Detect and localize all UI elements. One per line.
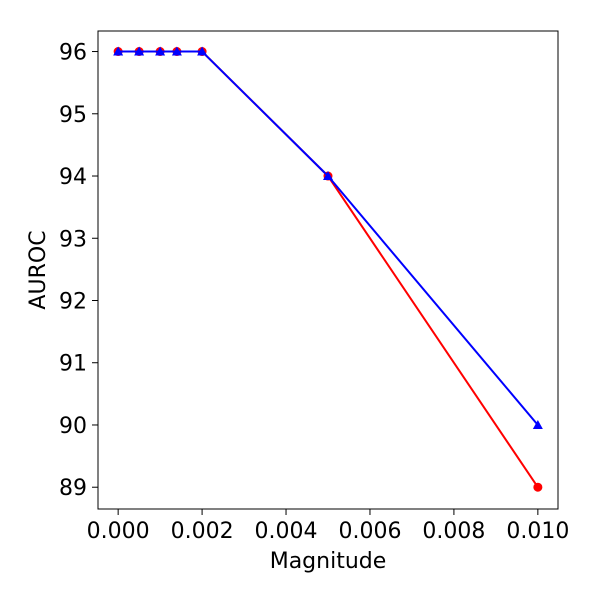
series-layer <box>113 46 543 492</box>
y-tick-label: 96 <box>59 41 87 66</box>
y-axis-label: AUROC <box>26 230 51 309</box>
plot-frame <box>97 30 559 510</box>
x-axis-ticks: 0.000 0.002 0.004 0.006 0.008 0.010 <box>87 509 569 544</box>
y-tick-label: 89 <box>59 476 87 501</box>
x-axis-label: Magnitude <box>270 549 387 574</box>
x-tick-label: 0.004 <box>255 519 318 544</box>
x-tick-label: 0.006 <box>338 519 401 544</box>
data-point <box>155 46 166 56</box>
x-tick-label: 0.002 <box>171 519 234 544</box>
data-point <box>113 46 124 56</box>
data-point <box>533 482 543 492</box>
x-tick-label: 0.010 <box>506 519 569 544</box>
data-point <box>197 46 208 56</box>
y-tick-label: 90 <box>59 414 87 439</box>
y-tick-label: 95 <box>59 103 87 128</box>
data-point <box>323 171 333 181</box>
y-tick-label: 93 <box>59 227 87 252</box>
y-tick-label: 94 <box>59 165 87 190</box>
data-point <box>134 46 145 56</box>
data-point <box>171 46 182 56</box>
y-tick-label: 92 <box>59 289 87 314</box>
x-tick-label: 0.000 <box>87 519 150 544</box>
x-tick-label: 0.008 <box>422 519 485 544</box>
y-axis-ticks: 89 90 91 92 93 94 95 96 <box>59 41 98 501</box>
y-tick-label: 91 <box>59 352 87 377</box>
data-point <box>532 419 543 429</box>
series-1 <box>113 46 543 429</box>
